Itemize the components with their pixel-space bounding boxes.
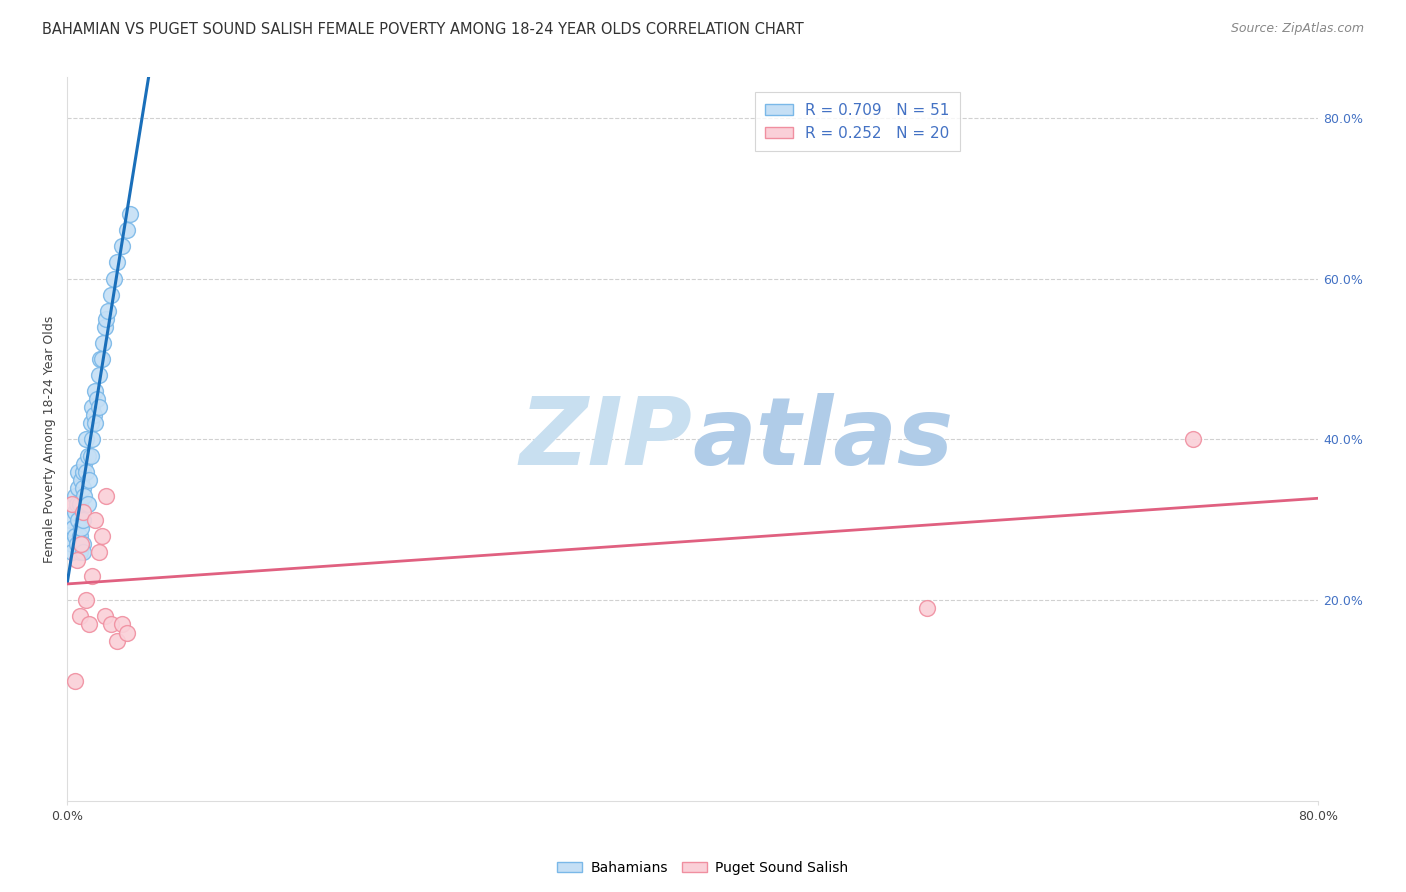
Text: Source: ZipAtlas.com: Source: ZipAtlas.com <box>1230 22 1364 36</box>
Point <box>84 513 107 527</box>
Point <box>63 673 86 688</box>
Point <box>59 513 82 527</box>
Point <box>90 529 112 543</box>
Point <box>77 617 100 632</box>
Point <box>72 537 94 551</box>
Point <box>82 433 104 447</box>
Point <box>86 392 108 407</box>
Point <box>73 489 96 503</box>
Point <box>75 433 97 447</box>
Point <box>67 465 90 479</box>
Point <box>69 529 91 543</box>
Y-axis label: Female Poverty Among 18-24 Year Olds: Female Poverty Among 18-24 Year Olds <box>44 316 56 563</box>
Point <box>97 303 120 318</box>
Point <box>87 545 110 559</box>
Point <box>100 287 122 301</box>
Point <box>82 569 104 583</box>
Point <box>1181 433 1204 447</box>
Point <box>60 537 83 551</box>
Legend: Bahamians, Puget Sound Salish: Bahamians, Puget Sound Salish <box>551 855 855 880</box>
Point <box>75 465 97 479</box>
Point <box>77 473 100 487</box>
Point <box>60 497 83 511</box>
Point <box>83 409 105 423</box>
Point <box>91 335 114 350</box>
Point <box>105 255 128 269</box>
Point <box>72 513 94 527</box>
Point <box>84 417 107 431</box>
Point <box>60 545 83 559</box>
Point <box>65 497 87 511</box>
Point <box>79 449 101 463</box>
Legend: R = 0.709   N = 51, R = 0.252   N = 20: R = 0.709 N = 51, R = 0.252 N = 20 <box>755 92 960 152</box>
Point <box>79 417 101 431</box>
Point <box>75 593 97 607</box>
Point <box>65 537 87 551</box>
Point <box>111 239 134 253</box>
Point <box>100 617 122 632</box>
Point <box>94 319 117 334</box>
Point <box>87 401 110 415</box>
Point <box>96 311 118 326</box>
Point <box>73 457 96 471</box>
Point <box>63 505 86 519</box>
Text: BAHAMIAN VS PUGET SOUND SALISH FEMALE POVERTY AMONG 18-24 YEAR OLDS CORRELATION : BAHAMIAN VS PUGET SOUND SALISH FEMALE PO… <box>42 22 804 37</box>
Text: ZIP: ZIP <box>520 393 693 485</box>
Point <box>72 465 94 479</box>
Point <box>70 473 93 487</box>
Point <box>96 489 118 503</box>
Point <box>115 223 138 237</box>
Point <box>69 545 91 559</box>
Point <box>72 505 94 519</box>
Point <box>82 401 104 415</box>
Point <box>69 497 91 511</box>
Point <box>76 449 98 463</box>
Point <box>84 384 107 399</box>
Point <box>115 625 138 640</box>
Point <box>105 633 128 648</box>
Point <box>62 521 84 535</box>
Text: atlas: atlas <box>693 393 953 485</box>
Point <box>89 351 111 366</box>
Point <box>915 601 938 615</box>
Point <box>70 537 93 551</box>
Point <box>76 497 98 511</box>
Point <box>63 489 86 503</box>
Point <box>67 481 90 495</box>
Point <box>67 513 90 527</box>
Point <box>103 271 125 285</box>
Point <box>69 609 91 624</box>
Point <box>90 351 112 366</box>
Point <box>65 553 87 567</box>
Point <box>63 529 86 543</box>
Point <box>70 521 93 535</box>
Point <box>72 545 94 559</box>
Point <box>111 617 134 632</box>
Point <box>118 207 141 221</box>
Point <box>87 368 110 383</box>
Point <box>72 481 94 495</box>
Point <box>94 609 117 624</box>
